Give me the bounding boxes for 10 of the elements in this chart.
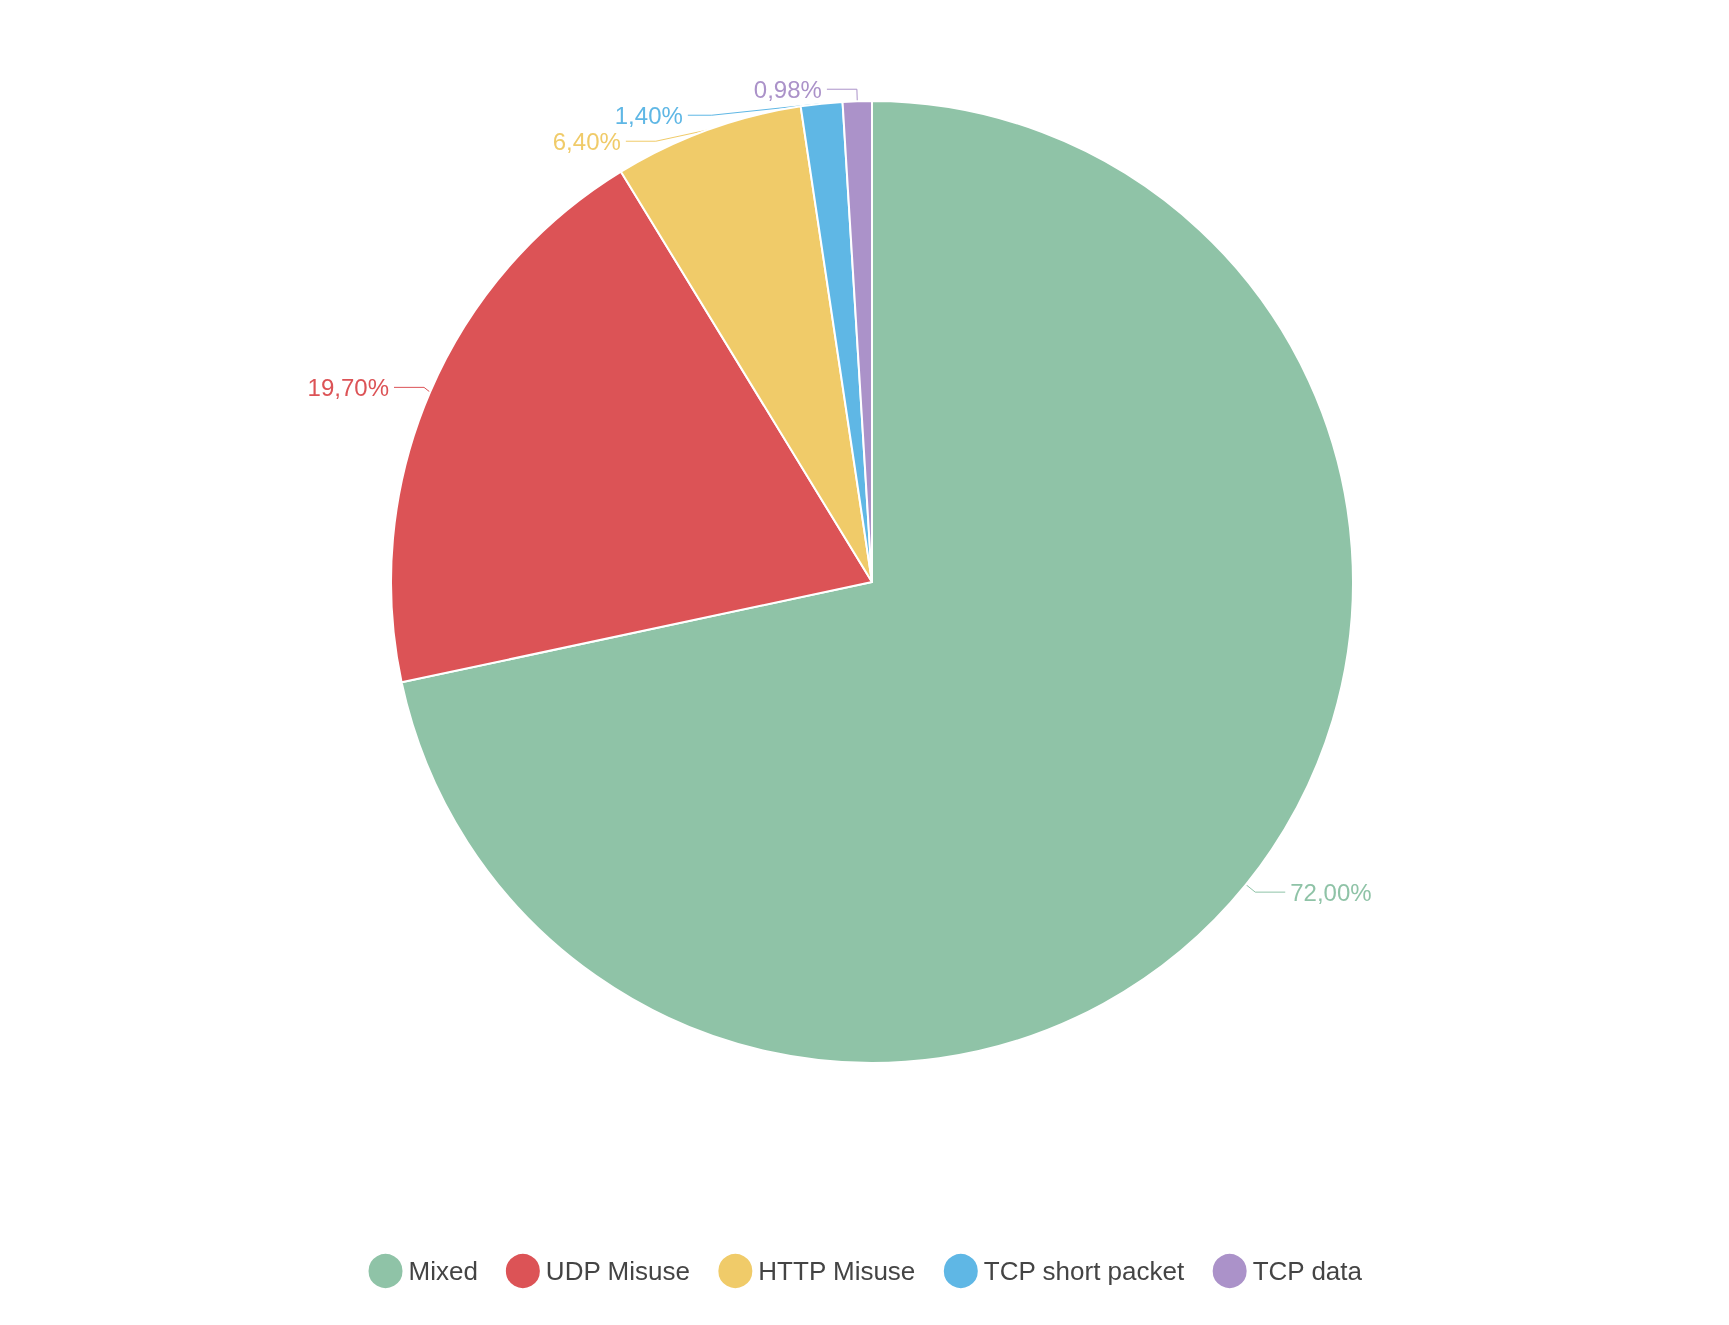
data-label: 1,40% (614, 101, 683, 129)
legend-label: Mixed (408, 1256, 478, 1286)
legend-label: UDP Misuse (545, 1256, 690, 1286)
legend-label: TCP short packet (983, 1256, 1185, 1286)
data-label: 19,70% (307, 373, 390, 401)
data-label: 0,98% (753, 75, 822, 103)
data-label: 6,40% (552, 127, 621, 155)
data-label: 72,00% (1290, 878, 1372, 906)
legend-label: TCP data (1252, 1256, 1363, 1286)
legend-label: HTTP Misuse (758, 1256, 916, 1286)
